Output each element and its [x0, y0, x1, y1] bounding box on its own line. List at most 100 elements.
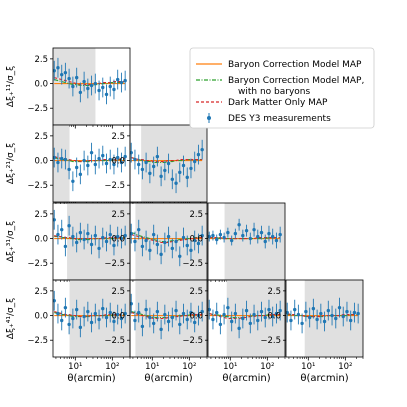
- dmo-model-line: [131, 312, 203, 320]
- data-point: [89, 150, 94, 155]
- y-tick-label: −2.5: [182, 259, 203, 269]
- data-point: [112, 319, 116, 324]
- data-point: [60, 227, 64, 232]
- data-point: [104, 161, 109, 166]
- data-point: [322, 319, 327, 324]
- y-tick-label: −2.5: [104, 181, 125, 191]
- panel-plot-area: [53, 209, 127, 259]
- data-point: [144, 307, 148, 312]
- data-point: [74, 240, 79, 245]
- x-tick-label: 10²: [338, 362, 352, 372]
- data-point: [112, 162, 116, 167]
- data-point: [67, 224, 71, 228]
- data-point: [178, 322, 182, 327]
- x-tick-label: 10²: [260, 362, 274, 372]
- data-point: [71, 234, 75, 239]
- data-point: [196, 313, 201, 318]
- data-point: [133, 239, 137, 244]
- data-point: [263, 315, 267, 320]
- x-tick-label: 10²: [182, 362, 196, 372]
- y-tick-label: 0.0: [267, 312, 281, 322]
- data-point: [123, 233, 127, 238]
- data-point: [53, 69, 56, 73]
- data-point: [155, 309, 160, 314]
- data-point: [112, 243, 116, 248]
- data-point: [307, 315, 312, 320]
- data-point: [97, 246, 101, 251]
- data-point: [78, 90, 83, 95]
- data-point: [208, 307, 211, 312]
- panel-1-0: 2.5 0.0 −2.5: [27, 124, 131, 206]
- data-point: [218, 322, 223, 327]
- data-point: [352, 310, 357, 315]
- data-point: [56, 160, 60, 165]
- data-point: [123, 78, 127, 83]
- data-point: [185, 243, 189, 248]
- panel-2-0: 2.5 0.0 −2.5: [27, 202, 131, 284]
- data-point: [104, 92, 109, 97]
- shaded-region: [141, 125, 207, 202]
- y-tick-label: 2.5: [189, 210, 203, 220]
- x-axis-label: θ(arcmin): [300, 373, 348, 384]
- data-point: [244, 228, 249, 233]
- data-point: [89, 242, 94, 247]
- y-tick-label: 0.0: [34, 80, 48, 90]
- panel-plot-area: [208, 297, 282, 339]
- data-point: [319, 311, 323, 316]
- data-point: [229, 319, 234, 324]
- panel-plot-area: [53, 142, 127, 192]
- legend: Baryon Correction Model MAP Baryon Correc…: [189, 47, 375, 129]
- data-point: [140, 167, 145, 172]
- data-point: [181, 311, 186, 316]
- data-point: [200, 233, 204, 238]
- panel-plot-area: [130, 293, 204, 340]
- legend-entry-data: DES Y3 measurements: [207, 113, 331, 124]
- y-tick-label: 2.5: [267, 287, 281, 297]
- data-point: [89, 320, 94, 325]
- data-point: [192, 320, 197, 325]
- data-point: [130, 150, 133, 155]
- data-point: [241, 316, 245, 321]
- data-point: [356, 311, 360, 316]
- data-point: [97, 156, 101, 161]
- data-point: [222, 235, 226, 240]
- data-point: [256, 318, 260, 323]
- data-point: [56, 311, 60, 316]
- data-point: [274, 311, 279, 316]
- y-tick-label: 0.0: [111, 157, 125, 167]
- data-point: [174, 308, 178, 313]
- data-point: [196, 152, 201, 157]
- data-point: [104, 239, 109, 244]
- y-tick-label: −2.5: [27, 336, 48, 346]
- data-point: [166, 319, 171, 324]
- x-axis-label: θ(arcmin): [67, 373, 115, 384]
- data-point: [119, 160, 124, 165]
- data-point: [348, 318, 353, 323]
- data-point: [252, 227, 256, 232]
- data-point: [341, 314, 345, 319]
- data-point: [237, 326, 241, 331]
- data-point: [315, 317, 319, 322]
- data-point: [112, 87, 116, 92]
- y-tick-label: −2.5: [27, 259, 48, 269]
- data-point: [74, 75, 79, 80]
- panel-plot-area: [53, 57, 127, 105]
- y-axis-label: Δξ₊¹¹/σ_ξ: [6, 66, 16, 107]
- y-tick-label: 0.0: [34, 312, 48, 322]
- data-point: [248, 321, 253, 326]
- y-tick-label: −2.5: [104, 336, 125, 346]
- data-point: [148, 315, 152, 320]
- legend-data-marker: [207, 116, 211, 120]
- legend-label: Dark Matter Only MAP: [228, 98, 328, 108]
- data-point: [181, 235, 186, 240]
- data-point: [133, 318, 137, 323]
- data-point: [252, 312, 256, 317]
- data-point: [259, 309, 264, 314]
- panel-plot-area: [286, 297, 360, 334]
- data-point: [155, 242, 160, 247]
- data-point: [278, 308, 282, 313]
- data-point: [211, 233, 215, 238]
- y-tick-label: 2.5: [111, 132, 125, 142]
- data-point: [151, 321, 156, 326]
